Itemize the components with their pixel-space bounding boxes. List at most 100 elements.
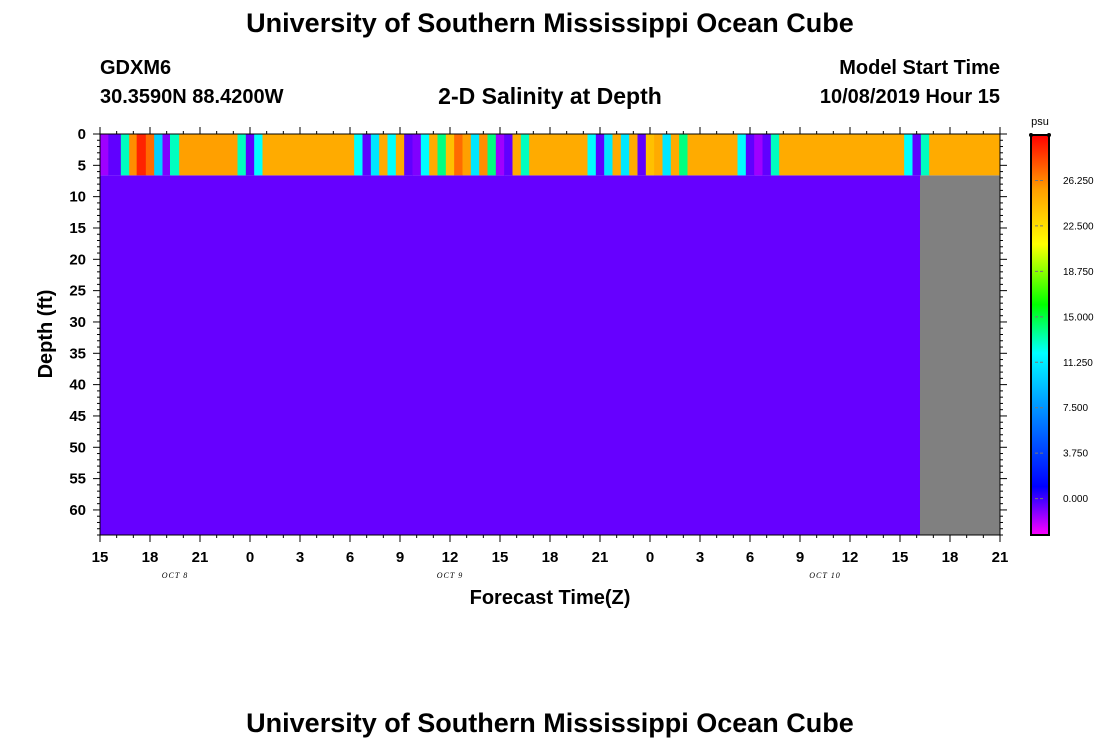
surface-cell bbox=[379, 134, 388, 176]
date-label: OCT 10 bbox=[809, 571, 840, 580]
surface-cell bbox=[629, 134, 638, 176]
x-tick-label: 21 bbox=[592, 549, 609, 566]
y-tick-label: 20 bbox=[69, 251, 86, 268]
x-tick-label: 0 bbox=[646, 549, 654, 566]
surface-cell bbox=[487, 134, 497, 176]
x-tick-label: 6 bbox=[346, 549, 354, 566]
surface-cell bbox=[479, 134, 488, 176]
surface-cell bbox=[437, 134, 447, 176]
surface-cell bbox=[354, 134, 363, 176]
surface-cell bbox=[420, 134, 430, 176]
colorbar-tick-label: 18.750 bbox=[1063, 267, 1094, 278]
x-tick-label: 9 bbox=[396, 549, 404, 566]
model-start-label: Model Start Time bbox=[839, 57, 1000, 79]
surface-cell bbox=[654, 134, 663, 176]
surface-cell bbox=[429, 134, 438, 176]
x-tick-label: 3 bbox=[696, 549, 704, 566]
y-tick-label: 30 bbox=[69, 314, 86, 331]
model-start-value: 10/08/2019 Hour 15 bbox=[819, 86, 1000, 108]
station-id: GDXM6 bbox=[100, 57, 172, 79]
surface-cell bbox=[645, 134, 655, 176]
surface-cell bbox=[612, 134, 622, 176]
colorbar bbox=[1030, 134, 1050, 536]
x-tick-label: 18 bbox=[142, 549, 159, 566]
surface-cell bbox=[237, 134, 247, 176]
y-tick-label: 15 bbox=[69, 220, 86, 237]
colorbar-tick-label: 0.000 bbox=[1063, 494, 1088, 505]
surface-cell bbox=[445, 134, 455, 176]
y-tick-label: 50 bbox=[69, 439, 86, 456]
surface-cell bbox=[395, 134, 405, 176]
surface-cell bbox=[170, 134, 180, 176]
surface-cell bbox=[620, 134, 630, 176]
y-tick-label: 45 bbox=[69, 408, 86, 425]
y-tick-label: 35 bbox=[69, 345, 86, 362]
colorbar-corner-dot bbox=[1047, 133, 1051, 137]
x-tick-label: 9 bbox=[796, 549, 804, 566]
footer-title: University of Southern Mississippi Ocean… bbox=[246, 708, 854, 738]
chart-title: 2-D Salinity at Depth bbox=[438, 83, 662, 109]
colorbar-tick-label: 22.500 bbox=[1063, 221, 1094, 232]
x-tick-label: 15 bbox=[92, 549, 109, 566]
x-axis-label: Forecast Time(Z) bbox=[470, 587, 631, 609]
x-tick-label: 3 bbox=[296, 549, 304, 566]
surface-cell bbox=[779, 134, 905, 176]
surface-cell bbox=[904, 134, 913, 176]
y-tick-label: 25 bbox=[69, 283, 86, 300]
surface-cell bbox=[920, 134, 930, 176]
date-label: OCT 8 bbox=[162, 571, 188, 580]
surface-cell bbox=[412, 134, 422, 176]
colorbar-corner-dot bbox=[1029, 133, 1033, 137]
x-tick-label: 18 bbox=[942, 549, 959, 566]
date-label: OCT 9 bbox=[437, 571, 463, 580]
surface-cell bbox=[595, 134, 605, 176]
y-tick-label: 0 bbox=[78, 126, 86, 143]
surface-cell bbox=[262, 134, 355, 176]
surface-cell bbox=[387, 134, 397, 176]
surface-cell bbox=[512, 134, 522, 176]
surface-cell bbox=[462, 134, 472, 176]
x-tick-label: 15 bbox=[892, 549, 909, 566]
page-title: University of Southern Mississippi Ocean… bbox=[246, 8, 854, 38]
deep-layer bbox=[100, 175, 920, 535]
x-tick-label: 12 bbox=[842, 549, 859, 566]
x-tick-label: 21 bbox=[192, 549, 209, 566]
surface-cell bbox=[637, 134, 647, 176]
surface-cell bbox=[470, 134, 480, 176]
colorbar-unit: psu bbox=[1031, 116, 1049, 128]
y-tick-label: 10 bbox=[69, 189, 86, 206]
surface-cell bbox=[504, 134, 513, 176]
surface-cell bbox=[136, 134, 147, 176]
colorbar-tick-label: 3.750 bbox=[1063, 449, 1088, 460]
surface-cell bbox=[762, 134, 772, 176]
surface-cell bbox=[362, 134, 372, 176]
station-coordinates: 30.3590N 88.4200W bbox=[100, 86, 284, 108]
surface-cell bbox=[520, 134, 530, 176]
surface-cell bbox=[245, 134, 255, 176]
colorbar-tick-label: 26.250 bbox=[1063, 176, 1094, 187]
surface-cell bbox=[254, 134, 263, 176]
y-axis-label: Depth (ft) bbox=[35, 290, 57, 379]
surface-cell bbox=[754, 134, 763, 176]
surface-cell bbox=[100, 134, 109, 176]
surface-cell bbox=[912, 134, 922, 176]
surface-cell bbox=[108, 134, 122, 176]
surface-cell bbox=[179, 134, 238, 176]
surface-cell bbox=[454, 134, 463, 176]
surface-cell bbox=[604, 134, 613, 176]
y-tick-label: 55 bbox=[69, 471, 86, 488]
surface-cell bbox=[162, 134, 171, 176]
x-tick-label: 6 bbox=[746, 549, 754, 566]
x-tick-label: 12 bbox=[442, 549, 459, 566]
surface-cell bbox=[745, 134, 755, 176]
surface-cell bbox=[687, 134, 738, 176]
surface-cell bbox=[670, 134, 680, 176]
colorbar-tick-label: 7.500 bbox=[1063, 403, 1088, 414]
no-data-region bbox=[920, 175, 1000, 535]
surface-cell bbox=[129, 134, 138, 176]
surface-cell bbox=[370, 134, 380, 176]
y-tick-label: 40 bbox=[69, 377, 86, 394]
surface-cell bbox=[145, 134, 155, 176]
surface-cell bbox=[154, 134, 163, 176]
